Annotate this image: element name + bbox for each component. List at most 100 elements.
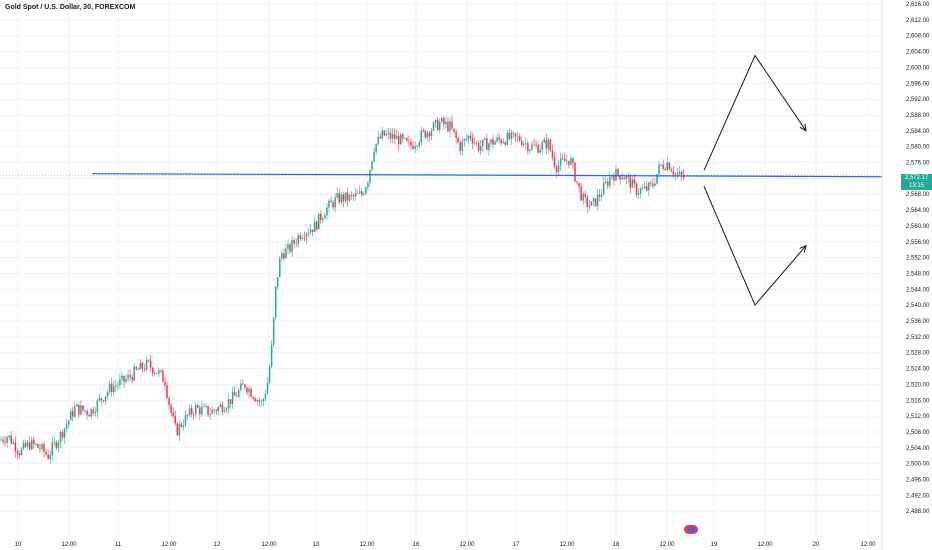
candle-body (574, 162, 576, 182)
candle-body (359, 191, 361, 194)
candle-body (61, 432, 64, 438)
candle-body (262, 399, 265, 402)
candle-body (584, 193, 586, 198)
candle-body (418, 142, 420, 146)
candle-body (625, 176, 627, 180)
candle-body (100, 398, 103, 401)
candle-body (69, 411, 72, 421)
candle-body (215, 410, 217, 412)
candle-body (613, 176, 615, 181)
candle-body (400, 134, 402, 145)
time-tick-label: 19 (711, 542, 718, 548)
candle-body (344, 192, 347, 202)
candle-body (201, 406, 203, 415)
candle-body (477, 143, 480, 151)
candle-body (104, 396, 107, 402)
candle-body (406, 137, 408, 141)
candle-body (637, 193, 640, 195)
candle-body (141, 362, 144, 369)
time-tick-label: 12:00 (61, 542, 77, 548)
candle-body (47, 454, 49, 459)
candle-body (680, 171, 683, 175)
candle-body (523, 143, 525, 146)
candle-body (289, 244, 291, 252)
price-tick-label: 2,516.00 (906, 398, 930, 404)
candle-body (453, 128, 455, 132)
price-tick-label: 2,596.00 (906, 81, 930, 87)
candle-body (195, 405, 197, 415)
candle-body (82, 405, 84, 411)
candle-body (518, 136, 521, 141)
candle-body (233, 391, 236, 396)
candle-body (660, 164, 662, 166)
candle-body (648, 182, 650, 191)
price-tick-label: 2,512.00 (906, 414, 930, 420)
candle-body (297, 235, 299, 244)
candle-body (268, 366, 271, 383)
candle-body (672, 171, 675, 175)
candle-body (670, 169, 673, 172)
candle-body (404, 137, 406, 139)
flag-session-icon[interactable] (683, 524, 699, 535)
candle-body (168, 397, 170, 406)
candle-body (420, 130, 422, 143)
projection-arrows[interactable] (703, 54, 807, 307)
candle-body (381, 130, 384, 139)
candle-body (199, 407, 201, 415)
candle-body (580, 186, 582, 201)
candle-body (244, 384, 246, 388)
price-tick-label: 2,576.00 (906, 161, 930, 167)
candle-body (293, 240, 295, 244)
candle-body (564, 158, 566, 162)
candle-body (631, 179, 634, 188)
price-tick-label: 2,500.00 (906, 462, 930, 468)
candle-body (350, 194, 353, 196)
candle-body (354, 193, 357, 197)
candle-body (654, 183, 656, 186)
horizontal-price-line[interactable] (0, 173, 883, 178)
candle-body (646, 186, 648, 191)
candle-body (143, 368, 146, 370)
candle-body (203, 405, 205, 407)
time-tick-label: 10 (15, 542, 22, 548)
candle-body (65, 424, 68, 429)
candle-body (609, 177, 611, 186)
candle-body (4, 441, 6, 443)
candle-body (348, 194, 351, 201)
candle-body (635, 183, 638, 195)
candle-body (434, 119, 437, 123)
candle-body (596, 194, 599, 206)
candle-body (557, 165, 560, 173)
candle-body (283, 253, 285, 259)
candle-body (147, 360, 150, 361)
candle-body (619, 174, 621, 180)
candle-body (242, 383, 244, 385)
candle-body (682, 174, 685, 179)
candle-body (326, 207, 328, 216)
candle-body (320, 213, 322, 221)
candle-body (363, 193, 365, 195)
candle-body (246, 387, 248, 393)
candle-body (543, 139, 545, 143)
candle-body (664, 168, 666, 170)
candle-body (78, 404, 80, 415)
candle-body (602, 182, 605, 195)
candle-body (377, 136, 379, 144)
price-axis[interactable]: 2,616.00 2,612.00 2,608.00 2,604.00 2,600.00… (881, 0, 930, 550)
candle-body (352, 195, 355, 197)
candle-body (258, 399, 261, 402)
candle-body (668, 162, 671, 170)
time-axis[interactable]: 10 12:00 11 12:00 12 12:00 13 12:00 16 12:00 17 12:… (15, 542, 877, 548)
candle-body (270, 344, 273, 367)
candle-body (164, 381, 166, 386)
candle-body (496, 137, 498, 142)
time-tick-label: 11 (115, 542, 122, 548)
candle-body (6, 437, 8, 443)
candle-body (76, 404, 78, 407)
candle-body (166, 385, 168, 398)
candle-body (318, 213, 320, 230)
candle-body (102, 400, 105, 402)
candle-body (412, 146, 414, 149)
candle-body (533, 144, 535, 146)
